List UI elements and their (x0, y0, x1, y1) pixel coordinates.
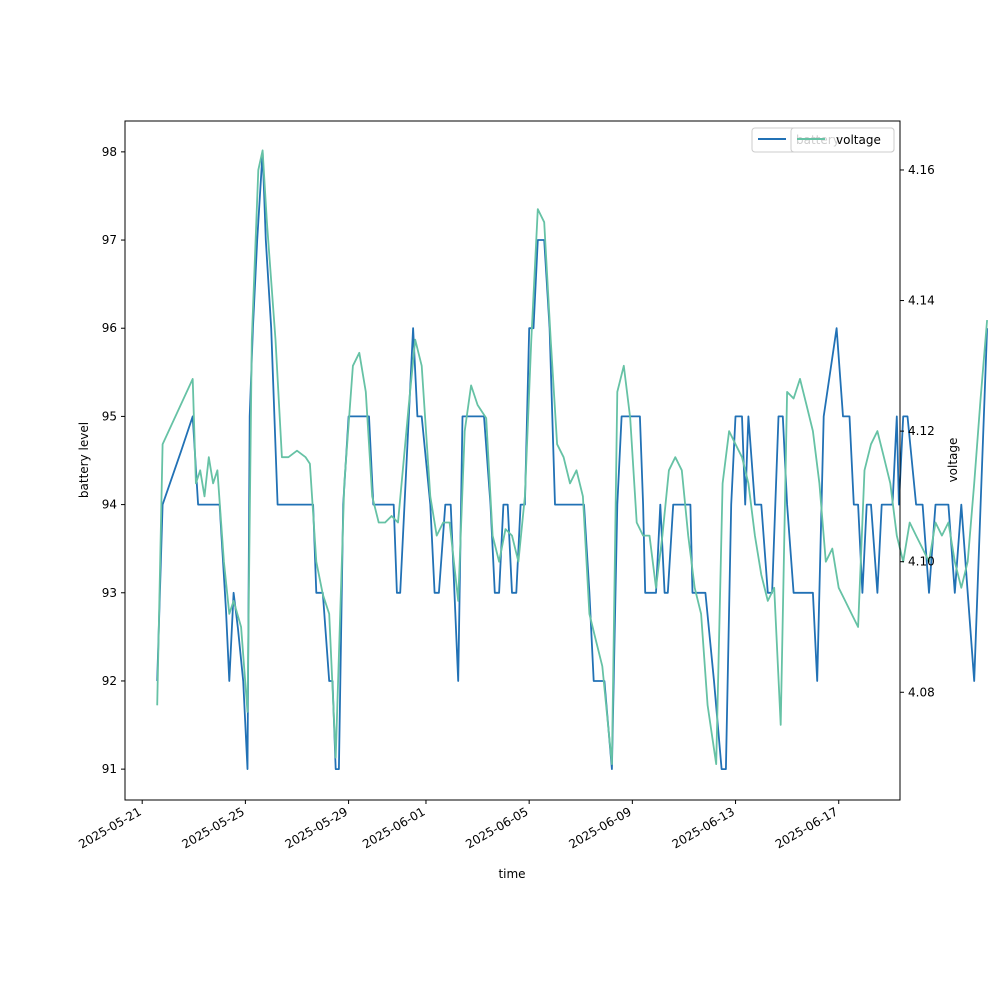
y-left-tick-label: 91 (102, 762, 117, 776)
y-left-tick-label: 95 (102, 409, 117, 423)
plot-frame (124, 120, 901, 801)
legend-voltage-label: voltage (836, 133, 881, 147)
series-line-battery (156, 151, 988, 770)
y-axis-right-label: voltage (946, 438, 960, 483)
y-left-tick-label: 92 (102, 674, 117, 688)
y-right-tick-label: 4.12 (908, 424, 935, 438)
y-right-tick-label: 4.08 (908, 685, 935, 699)
plot-lines (156, 149, 988, 770)
y-left-tick-label: 96 (102, 321, 117, 335)
y-axis-right: 4.08 4.10 4.12 4.14 4.16 (900, 163, 935, 699)
y-right-tick-label: 4.14 (908, 294, 935, 308)
legend-voltage-box (790, 127, 895, 153)
y-axis-left-label: battery level (77, 422, 91, 498)
y-right-tick-label: 4.10 (908, 555, 935, 569)
x-axis-label: time (498, 867, 525, 881)
y-axis-left: 91 92 93 94 95 96 97 98 (102, 145, 125, 776)
legend-voltage: voltage (790, 127, 895, 153)
series-line-voltage (156, 149, 988, 765)
y-left-tick-label: 98 (102, 145, 117, 159)
y-left-tick-label: 93 (102, 586, 117, 600)
y-left-tick-label: 97 (102, 233, 117, 247)
y-left-tick-label: 94 (102, 498, 117, 512)
y-right-tick-label: 4.16 (908, 163, 935, 177)
